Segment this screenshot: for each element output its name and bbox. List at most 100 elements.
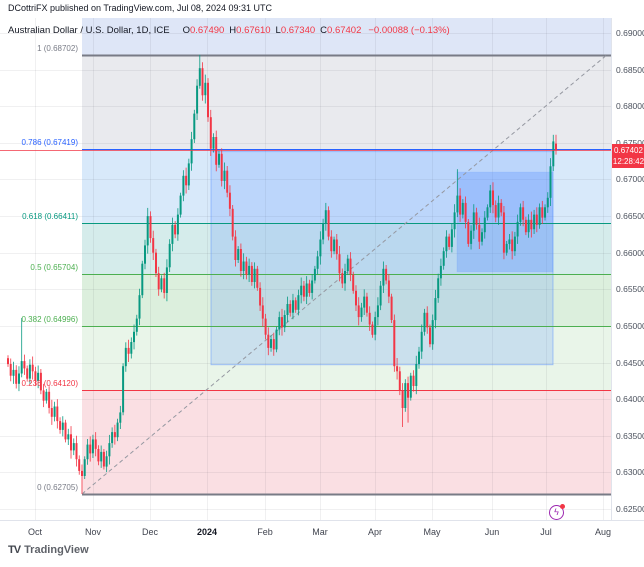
price-tick: 0.68500 [616,64,644,75]
candle [302,281,305,302]
candle [220,148,223,187]
symbol-title[interactable]: Australian Dollar / U.S. Dollar, 1D, ICE [8,25,170,36]
candle [371,321,374,338]
candle [212,133,215,153]
candle [292,293,294,320]
price-tick: 0.64000 [616,394,644,405]
price-tick: 0.63500 [616,430,644,441]
candle [401,383,404,427]
candle [228,185,231,217]
candle [146,207,149,254]
highlight-boxes[interactable] [210,151,554,366]
candle [464,196,467,229]
candle [253,262,256,289]
fib-zone [82,18,611,55]
ohlc-label: H [229,25,237,36]
candle [404,379,407,412]
candle [481,228,483,246]
fib-zones [82,18,611,494]
candle [459,188,462,222]
candle [174,221,177,239]
lightning-event-icon[interactable]: ϟ [549,504,565,520]
candle [23,354,26,375]
candle [12,361,15,384]
symbol-legend[interactable]: Australian Dollar / U.S. Dollar, 1D, ICE… [8,25,450,36]
candle [56,399,59,429]
candle [130,337,133,359]
candle [53,401,56,422]
ohlc-label: L [275,25,281,36]
candlestick-chart-canvas[interactable] [0,18,611,520]
candle [426,306,429,334]
candle [311,274,314,300]
candle [264,313,267,340]
fib-zone [82,326,611,391]
chart-pane[interactable] [0,18,611,520]
candle [511,231,514,260]
candle [37,365,40,389]
candle [409,372,412,401]
candle [231,205,234,241]
candle [165,259,168,302]
candle [245,256,248,280]
candle [322,218,325,245]
price-tick: 0.65500 [616,284,644,295]
candle [209,109,212,156]
candle [39,369,42,395]
candle [75,435,78,467]
candle [456,169,459,218]
candle [124,342,127,372]
candle [242,253,245,280]
candle [385,265,388,285]
candle [48,386,51,414]
candle [261,297,264,327]
candle [415,355,418,395]
candle [275,326,278,353]
ohlc-label: C [320,25,328,36]
candle [305,276,308,304]
month-label-Aug: Aug [594,527,612,537]
candle [226,166,229,198]
time-axis[interactable]: Oct Nov Dec 2024 Feb Mar Apr May Jun Jul Aug [0,520,644,543]
price-scale[interactable]: 0.69000 0.68500 0.68000 0.67500 0.67000 0.665… [611,18,644,520]
fib-label-0: 0 (0.62705) [37,483,78,492]
candle [113,424,116,445]
candle [105,450,108,473]
tradingview-logo[interactable]: TV TradingView [8,544,89,556]
candle [176,208,179,241]
candle [519,203,522,226]
bar-countdown: 12:28:42 [612,157,644,166]
candle [472,204,475,239]
candle [423,308,426,336]
candle [387,274,390,304]
price-tick: 0.62500 [616,504,644,514]
candle [223,162,226,190]
candle [86,439,89,465]
candle [324,202,327,231]
candle [522,200,525,227]
candle [333,236,336,255]
candle [278,311,281,336]
fib-label-0.5: 0.5 (0.65704) [30,263,78,273]
lightning-bolt-glyph: ϟ [554,507,559,517]
month-label-Apr: Apr [367,527,383,537]
candle [437,273,440,303]
fib-label-0.786: 0.786 (0.67419) [21,137,79,147]
candle [218,150,220,168]
candle [122,363,125,416]
candle [45,388,48,404]
candle [267,327,270,356]
candle [516,214,519,244]
candle [363,289,366,315]
candle [185,167,188,194]
candle [344,263,346,291]
candle [527,214,530,238]
candle [193,109,196,143]
candle [341,268,344,289]
candle [119,405,122,429]
candle [379,281,382,311]
dashed-trendline[interactable] [81,54,608,495]
candle [72,438,75,456]
candle [237,246,240,263]
